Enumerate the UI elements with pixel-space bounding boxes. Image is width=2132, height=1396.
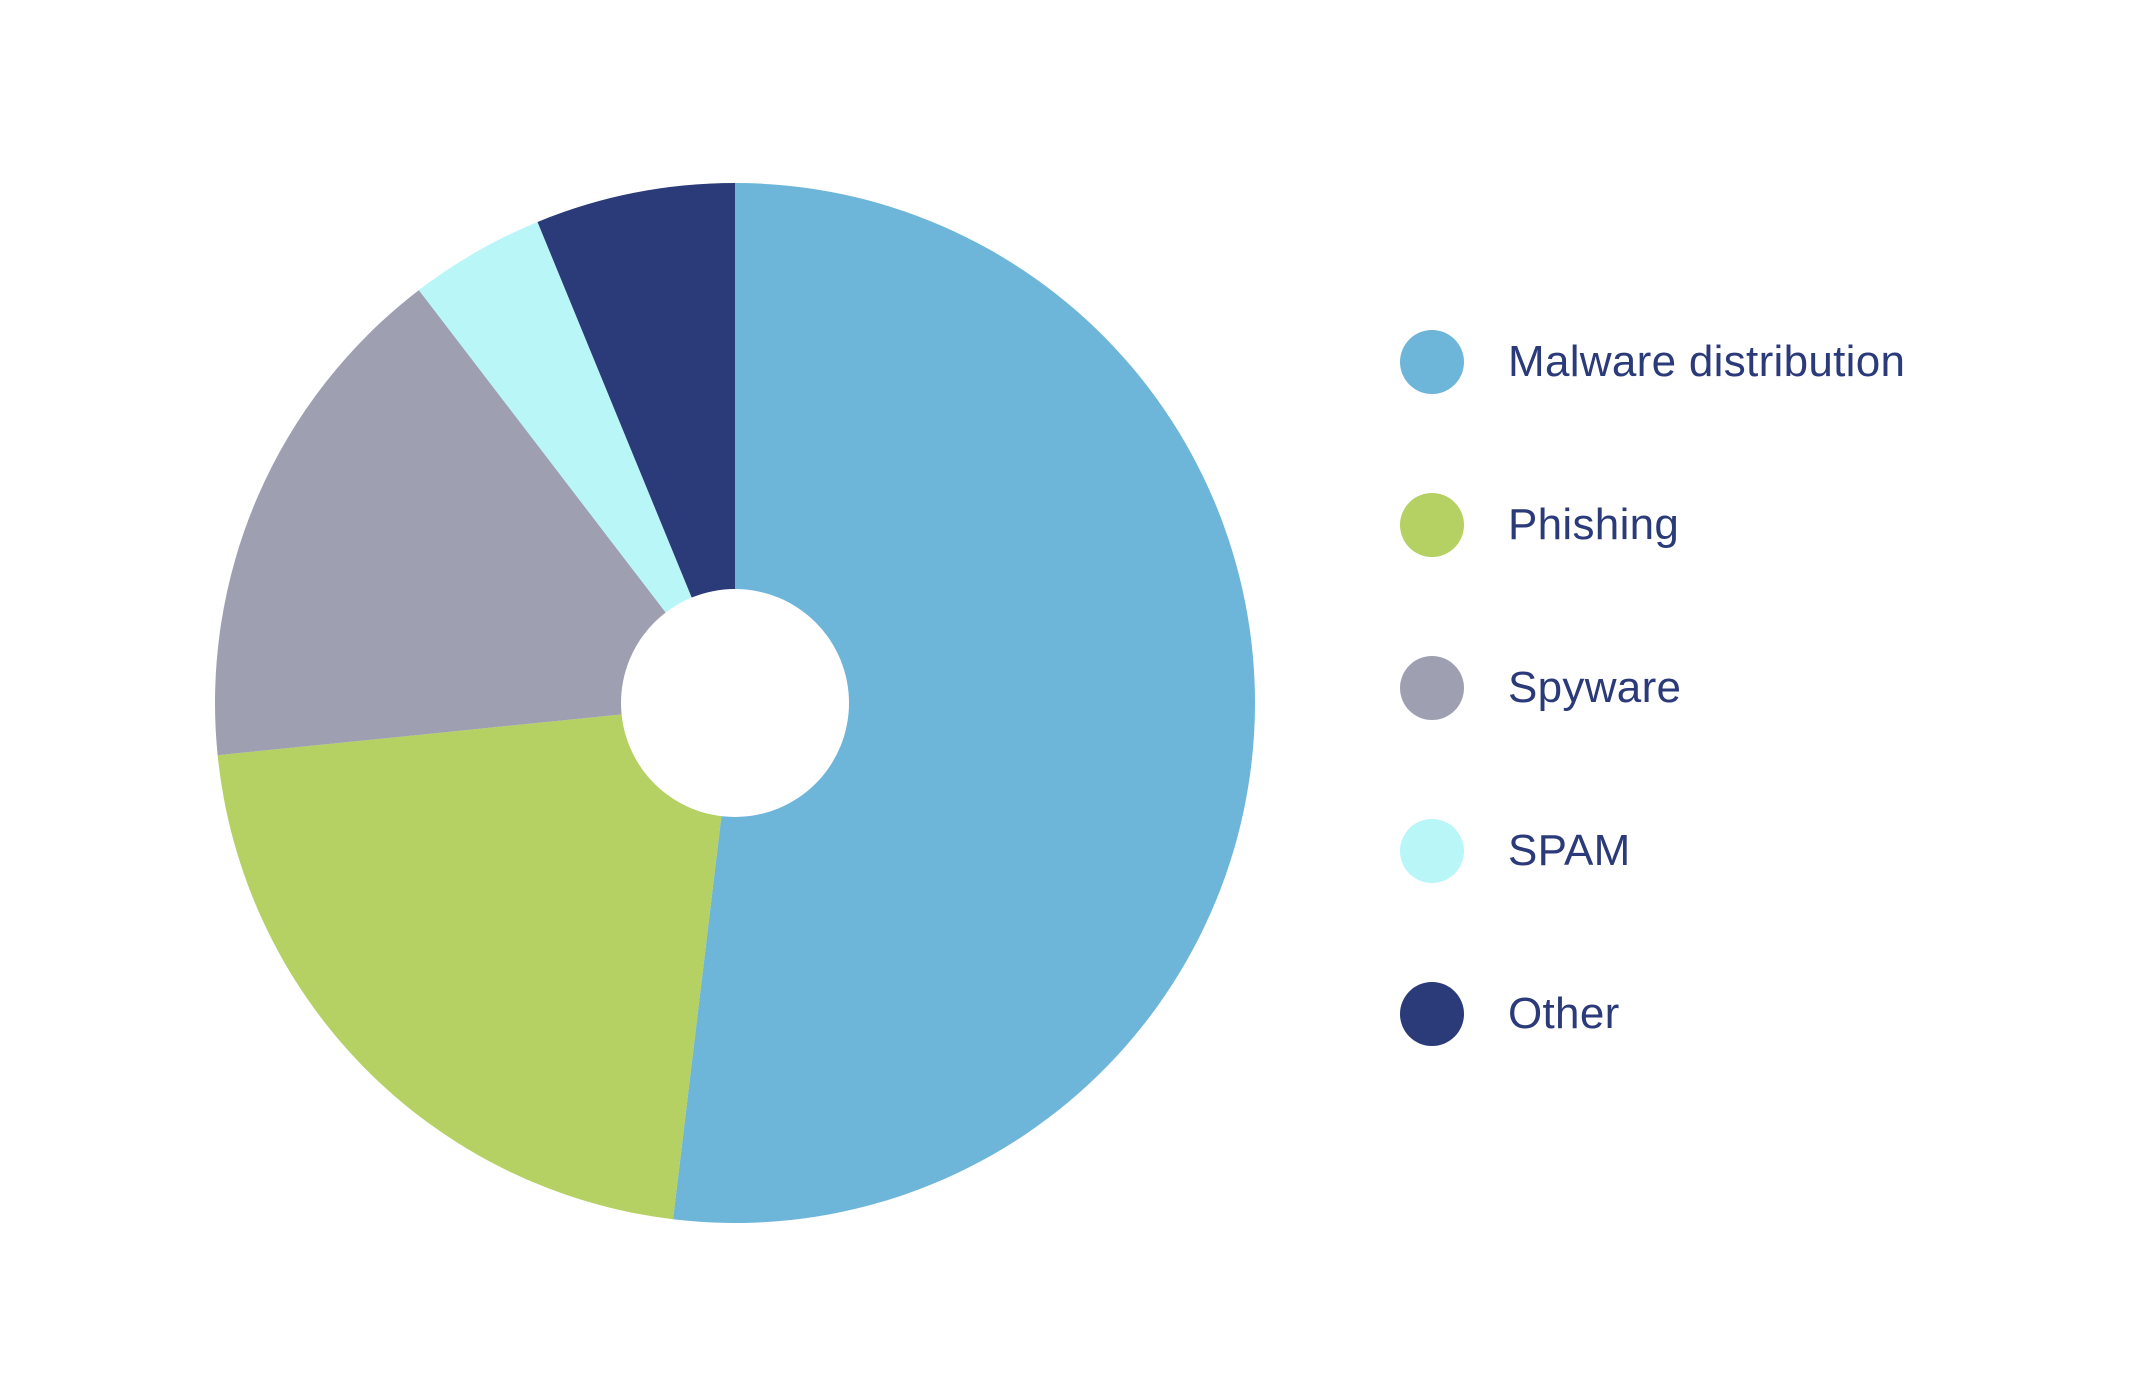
donut-center-hole [621,589,849,817]
legend-label: SPAM [1508,826,1631,875]
pie-slice-other [537,183,735,703]
legend-item-phishing: Phishing [1400,493,2040,557]
legend-item-spam: SPAM [1400,819,2040,883]
legend-swatch [1400,330,1464,394]
legend-swatch [1400,656,1464,720]
pie-slice-malware-distribution [673,183,1255,1223]
legend-label: Spyware [1508,663,1682,712]
chart-legend: Malware distribution Phishing Spyware SPAM O… [1400,330,2040,1145]
donut-plot [215,183,1255,1223]
pie-slice-spyware [215,290,736,756]
legend-label: Phishing [1508,500,1680,549]
legend-swatch [1400,493,1464,557]
legend-swatch [1400,819,1464,883]
legend-label: Malware distribution [1508,337,1906,386]
legend-item-malware-distribution: Malware distribution [1400,330,2040,394]
pie-slice-spam [418,221,735,703]
pie-slice-phishing [217,703,735,1220]
legend-item-spyware: Spyware [1400,656,2040,720]
legend-label: Other [1508,989,1620,1038]
legend-swatch [1400,982,1464,1046]
legend-item-other: Other [1400,982,2040,1046]
